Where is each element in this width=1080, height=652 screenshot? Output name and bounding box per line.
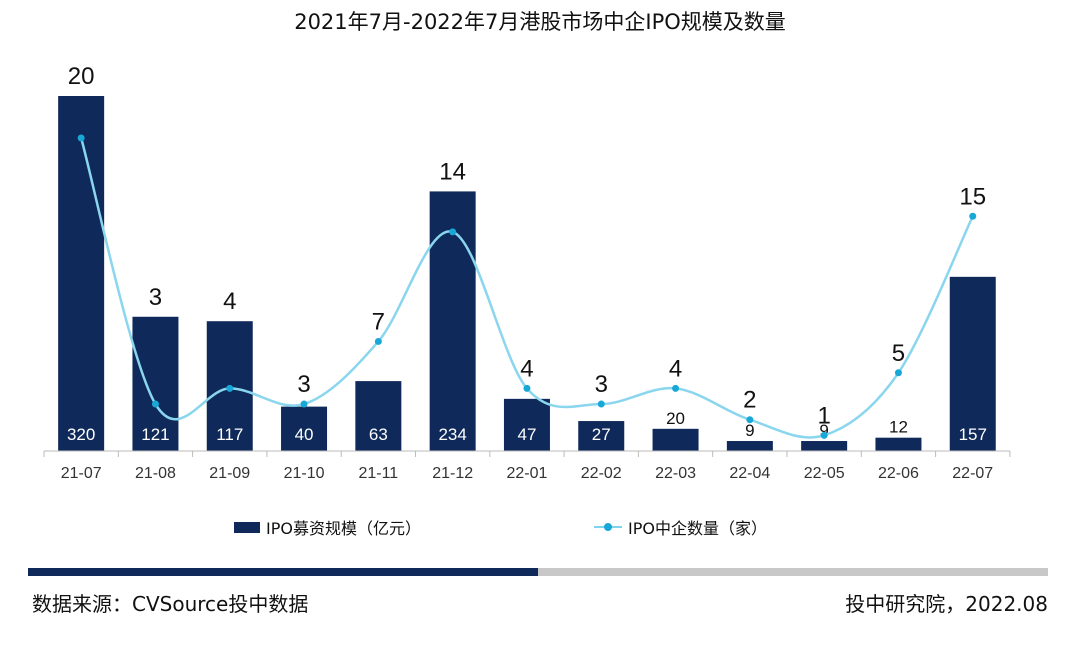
- line-value-label: 2: [743, 387, 756, 414]
- line-value-label: 14: [439, 158, 466, 185]
- bar-value-label: 20: [666, 409, 685, 428]
- bar-value-label: 234: [438, 425, 466, 444]
- x-axis-tick-label: 21-09: [209, 465, 250, 482]
- bar: [578, 421, 625, 451]
- x-axis-tick-label: 21-07: [61, 465, 102, 482]
- bar-series: [58, 96, 996, 451]
- line-value-label: 1: [817, 402, 830, 429]
- footer-source: 数据来源：CVSource投中数据: [32, 592, 309, 616]
- legend-line-label: IPO中企数量（家）: [628, 519, 767, 538]
- bar: [355, 381, 402, 451]
- bar-value-label: 157: [959, 425, 987, 444]
- bar: [949, 276, 996, 451]
- x-axis-tick-label: 22-07: [952, 465, 993, 482]
- line-point: [894, 369, 902, 377]
- bar: [801, 441, 848, 451]
- line-value-label: 3: [297, 371, 310, 398]
- x-axis-tick-label: 21-10: [284, 465, 325, 482]
- chart-title: 2021年7月-2022年7月港股市场中企IPO规模及数量: [294, 10, 786, 34]
- legend-line: IPO中企数量（家）: [594, 515, 767, 539]
- line-point: [969, 212, 977, 220]
- bar: [58, 96, 105, 451]
- x-axis-tick-label: 21-12: [432, 465, 473, 482]
- bar-value-label: 121: [141, 425, 169, 444]
- bar-value-label: 63: [369, 425, 388, 444]
- line-value-label: 15: [959, 183, 986, 210]
- legend-bar-label: IPO募资规模（亿元）: [266, 519, 421, 538]
- line-point: [523, 384, 531, 392]
- x-axis-tick-label: 22-04: [729, 465, 770, 482]
- x-axis-tick-label: 22-03: [655, 465, 696, 482]
- bar: [652, 428, 699, 451]
- bar: [726, 441, 773, 451]
- bar: [132, 316, 179, 451]
- bar-value-label: 12: [889, 418, 908, 437]
- bar-value-label: 9: [745, 421, 754, 440]
- line-value-label: 5: [892, 340, 905, 367]
- x-axis-tick-label: 22-02: [581, 465, 622, 482]
- line-point: [672, 384, 680, 392]
- legend-line-swatch: [594, 520, 622, 534]
- bar-value-label: 47: [517, 425, 536, 444]
- line-value-label: 3: [595, 371, 608, 398]
- bar-value-label: 117: [216, 425, 243, 444]
- x-axis-ticks: [43, 451, 1011, 457]
- line-value-label: 4: [669, 355, 682, 382]
- x-axis-tick-label: 22-06: [878, 465, 919, 482]
- line-point: [449, 228, 457, 236]
- line-value-label: 20: [68, 63, 95, 90]
- footer-credit: 投中研究院，2022.08: [845, 592, 1048, 616]
- line-point: [151, 400, 159, 408]
- x-axis-tick-labels: 21-07 21-08 21-09 21-10 21-11 21-12 22-01 22-02…: [61, 465, 994, 482]
- bar: [875, 437, 922, 451]
- x-axis-tick-label: 22-01: [506, 465, 547, 482]
- bar-value-label: 27: [592, 425, 611, 444]
- bar-value-label: 320: [67, 425, 95, 444]
- bar-value-labels: 320 121 117 40 63 234 47 27 20 9 9 12 157: [67, 409, 987, 444]
- line-value-label: 4: [520, 355, 533, 382]
- x-axis-tick-label: 21-08: [135, 465, 176, 482]
- bar: [281, 406, 328, 451]
- line-point: [597, 400, 605, 408]
- line-point: [300, 400, 308, 408]
- footer-divider: [28, 568, 1048, 576]
- line-value-label: 7: [372, 308, 385, 335]
- line-series-path: [79, 137, 974, 439]
- x-axis-tick-label: 22-05: [804, 465, 845, 482]
- bar: [503, 398, 550, 451]
- line-point: [746, 416, 754, 424]
- legend-bar: IPO募资规模（亿元）: [234, 515, 421, 539]
- bar-value-label: 9: [819, 421, 828, 440]
- bar-value-label: 40: [295, 425, 314, 444]
- line-point: [226, 384, 234, 392]
- x-axis-tick-label: 21-11: [358, 465, 398, 482]
- line-value-label: 3: [149, 284, 162, 311]
- line-series-points: [77, 134, 977, 439]
- line-point: [77, 134, 85, 142]
- legend-bar-swatch: [234, 521, 260, 533]
- line-point: [820, 431, 828, 439]
- line-value-label: 4: [223, 288, 236, 315]
- line-point: [374, 337, 382, 345]
